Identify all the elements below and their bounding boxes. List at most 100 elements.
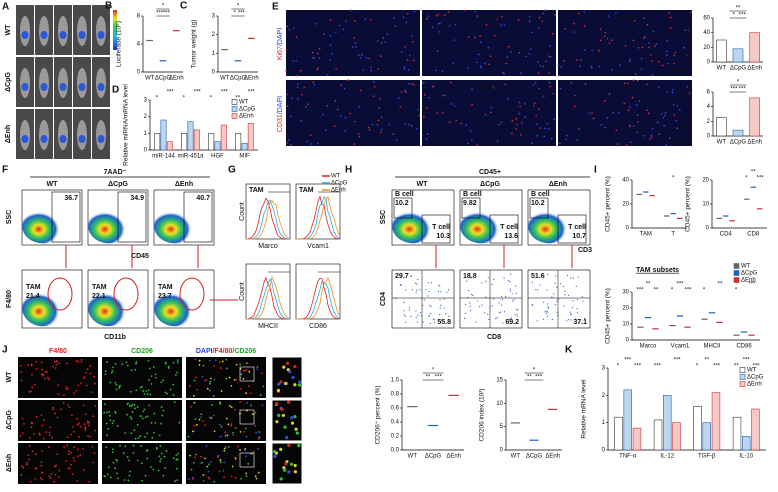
gate bbox=[183, 191, 213, 243]
stain-dot bbox=[373, 85, 376, 88]
stain-dot bbox=[132, 444, 135, 447]
event-dot bbox=[509, 290, 512, 292]
zoom-box bbox=[239, 366, 255, 382]
significance: *** bbox=[624, 358, 632, 364]
stain-dot bbox=[377, 68, 379, 70]
stain-dot bbox=[312, 56, 314, 59]
stain-dot bbox=[224, 446, 227, 448]
flow-density bbox=[22, 208, 64, 244]
stain-dot bbox=[133, 403, 136, 406]
axis-label: SSC bbox=[380, 210, 387, 224]
y-axis-label: Tumor weight (g) bbox=[191, 20, 198, 69]
stain-dot bbox=[629, 125, 631, 128]
bar bbox=[693, 405, 702, 451]
y-tick-label: 0 bbox=[626, 338, 630, 344]
gate-label: T cell bbox=[568, 224, 586, 231]
quadrant-percent: 18.8 bbox=[463, 273, 477, 280]
significance: * bbox=[210, 96, 213, 102]
event-dot bbox=[427, 295, 429, 297]
event-dot bbox=[415, 282, 417, 284]
stain-dot bbox=[576, 139, 579, 141]
event-dot bbox=[510, 273, 512, 275]
axis-label: Count bbox=[239, 202, 246, 221]
event-dot bbox=[405, 289, 407, 291]
y-tick-label: 5 bbox=[500, 424, 504, 430]
stain-dot bbox=[219, 461, 222, 463]
stain-dot bbox=[163, 455, 166, 458]
stain-dot bbox=[284, 381, 288, 386]
stain-dot bbox=[408, 82, 410, 85]
stain-dot bbox=[454, 23, 457, 26]
stain-dot bbox=[204, 457, 206, 460]
stain-dot bbox=[402, 16, 405, 19]
stain-dot bbox=[417, 108, 419, 111]
stain-dot bbox=[673, 62, 675, 65]
stain-dot bbox=[176, 479, 179, 482]
x-tick-label: ΔCpG bbox=[230, 76, 247, 82]
stain-dot bbox=[126, 456, 129, 458]
stain-dot bbox=[47, 446, 50, 449]
stain-dot bbox=[618, 111, 620, 114]
stain-dot bbox=[148, 367, 151, 370]
stain-dot bbox=[654, 45, 656, 47]
stain-dot bbox=[111, 451, 114, 454]
stain-dot bbox=[154, 376, 157, 379]
stain-dot bbox=[606, 37, 609, 40]
stain-dot bbox=[496, 18, 498, 21]
fluorescence-image bbox=[286, 80, 420, 146]
axis-label: CD8 bbox=[487, 334, 501, 341]
stain-dot bbox=[354, 120, 356, 123]
stain-dot bbox=[405, 21, 408, 24]
stain-dot bbox=[318, 47, 321, 50]
stain-dot bbox=[603, 35, 606, 38]
event-dot bbox=[509, 319, 512, 321]
stain-dot bbox=[135, 389, 138, 392]
significance: *** bbox=[654, 364, 662, 370]
stain-dot bbox=[22, 466, 25, 469]
stain-dot bbox=[371, 123, 373, 126]
plot-title: TAM bbox=[249, 187, 264, 194]
stain-dot bbox=[668, 137, 671, 140]
event-dot bbox=[575, 285, 577, 288]
legend-label: ΔCpG bbox=[239, 107, 256, 113]
stain-dot bbox=[92, 415, 95, 418]
stain-dot bbox=[285, 69, 287, 72]
stain-dot bbox=[357, 54, 360, 56]
y-tick-label: 4 bbox=[137, 42, 141, 48]
event-dot bbox=[531, 281, 533, 283]
column-label-part: CD206 bbox=[131, 348, 153, 355]
stain-dot bbox=[218, 470, 221, 473]
stain-dot bbox=[49, 477, 52, 480]
stain-dot bbox=[258, 436, 260, 439]
y-tick-label: 0 bbox=[706, 226, 710, 232]
event-dot bbox=[547, 307, 550, 309]
bar bbox=[711, 392, 721, 451]
stain-dot bbox=[548, 55, 550, 57]
stain-dot bbox=[546, 122, 549, 125]
stain-dot bbox=[397, 97, 400, 99]
axis-label: Vcam1 bbox=[307, 243, 329, 250]
stain-dot bbox=[75, 418, 78, 420]
stain-dot bbox=[570, 82, 573, 84]
stain-dot bbox=[453, 105, 456, 107]
stain-dot bbox=[243, 430, 245, 433]
stain-dot bbox=[115, 383, 118, 386]
stain-dot bbox=[646, 83, 648, 86]
event-dot bbox=[569, 313, 571, 316]
significance: * bbox=[533, 368, 536, 374]
stain-dot bbox=[469, 130, 472, 132]
event-dot bbox=[564, 290, 566, 292]
stain-dot bbox=[279, 447, 283, 451]
stain-dot bbox=[130, 390, 132, 393]
stain-dot bbox=[257, 471, 260, 474]
stain-dot bbox=[219, 459, 222, 461]
stain-dot bbox=[312, 81, 314, 83]
legend-swatch bbox=[739, 374, 746, 380]
significance: ** bbox=[425, 375, 430, 381]
stain-dot bbox=[675, 119, 677, 122]
event-dot bbox=[433, 322, 435, 324]
stain-dot bbox=[52, 406, 55, 409]
stain-dot bbox=[149, 393, 152, 396]
event-dot bbox=[556, 286, 558, 288]
stain-dot bbox=[148, 379, 150, 381]
